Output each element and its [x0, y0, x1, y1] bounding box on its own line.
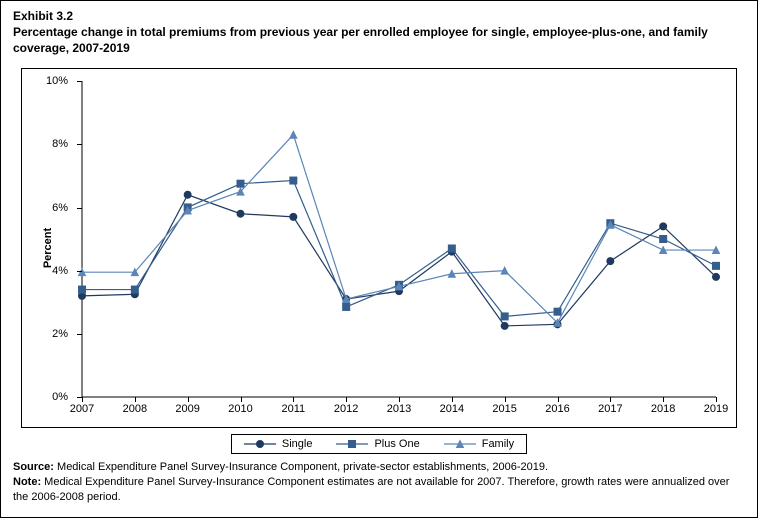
- series-marker: [713, 274, 720, 281]
- legend: Single Plus One Family: [231, 434, 527, 454]
- legend-swatch: [336, 438, 368, 450]
- series-marker: [237, 180, 244, 187]
- x-tick-label: 2010: [228, 397, 252, 415]
- series-marker: [131, 286, 138, 293]
- y-tick-label: 2%: [52, 328, 82, 340]
- y-tick-label: 10%: [46, 75, 82, 87]
- series-marker: [290, 131, 297, 138]
- x-tick-label: 2016: [545, 397, 569, 415]
- legend-item: Family: [444, 438, 514, 450]
- x-tick-label: 2007: [70, 397, 94, 415]
- series-line-single: [82, 195, 716, 326]
- chart-panel: Percent 0%2%4%6%8%10%2007200820092010201…: [21, 68, 737, 428]
- x-tick-label: 2014: [440, 397, 464, 415]
- series-marker: [554, 308, 561, 315]
- series-marker: [290, 214, 297, 221]
- series-marker: [448, 245, 455, 252]
- x-tick-label: 2011: [282, 397, 306, 415]
- x-tick-label: 2012: [334, 397, 358, 415]
- x-tick-label: 2017: [598, 397, 622, 415]
- chart-title: Percentage change in total premiums from…: [13, 25, 745, 56]
- legend-label: Family: [482, 438, 514, 450]
- source-text: Medical Expenditure Panel Survey-Insuran…: [54, 461, 548, 473]
- x-tick-label: 2018: [651, 397, 675, 415]
- series-marker: [501, 313, 508, 320]
- note-label: Note:: [13, 476, 41, 488]
- footer-notes: Source: Medical Expenditure Panel Survey…: [1, 454, 757, 513]
- series-marker: [290, 177, 297, 184]
- series-marker: [607, 258, 614, 265]
- source-line: Source: Medical Expenditure Panel Survey…: [13, 460, 745, 475]
- exhibit-number: Exhibit 3.2: [13, 9, 745, 23]
- legend-item: Single: [244, 438, 313, 450]
- series-marker: [184, 191, 191, 198]
- note-text: Medical Expenditure Panel Survey-Insuran…: [13, 476, 729, 503]
- plot-area: 0%2%4%6%8%10%200720082009201020112012201…: [82, 81, 716, 397]
- series-line-plus-one: [82, 181, 716, 317]
- exhibit-container: Exhibit 3.2 Percentage change in total p…: [0, 0, 758, 518]
- legend-swatch: [444, 438, 476, 450]
- x-tick-label: 2008: [123, 397, 147, 415]
- series-marker: [713, 263, 720, 270]
- note-line: Note: Medical Expenditure Panel Survey-I…: [13, 475, 745, 505]
- source-label: Source:: [13, 461, 54, 473]
- y-tick-label: 4%: [52, 265, 82, 277]
- x-tick-label: 2009: [175, 397, 199, 415]
- header: Exhibit 3.2 Percentage change in total p…: [1, 1, 757, 60]
- x-tick-label: 2019: [704, 397, 728, 415]
- x-tick-label: 2015: [492, 397, 516, 415]
- legend-label: Plus One: [374, 438, 419, 450]
- y-axis-label: Percent: [42, 228, 54, 268]
- series-marker: [237, 210, 244, 217]
- series-marker: [660, 236, 667, 243]
- legend-label: Single: [282, 438, 313, 450]
- series-marker: [660, 223, 667, 230]
- legend-item: Plus One: [336, 438, 419, 450]
- series-marker: [343, 304, 350, 311]
- y-tick-label: 8%: [52, 138, 82, 150]
- x-tick-label: 2013: [387, 397, 411, 415]
- y-tick-label: 6%: [52, 202, 82, 214]
- series-marker: [79, 286, 86, 293]
- line-chart-svg: [82, 81, 716, 397]
- legend-swatch: [244, 438, 276, 450]
- series-marker: [501, 323, 508, 330]
